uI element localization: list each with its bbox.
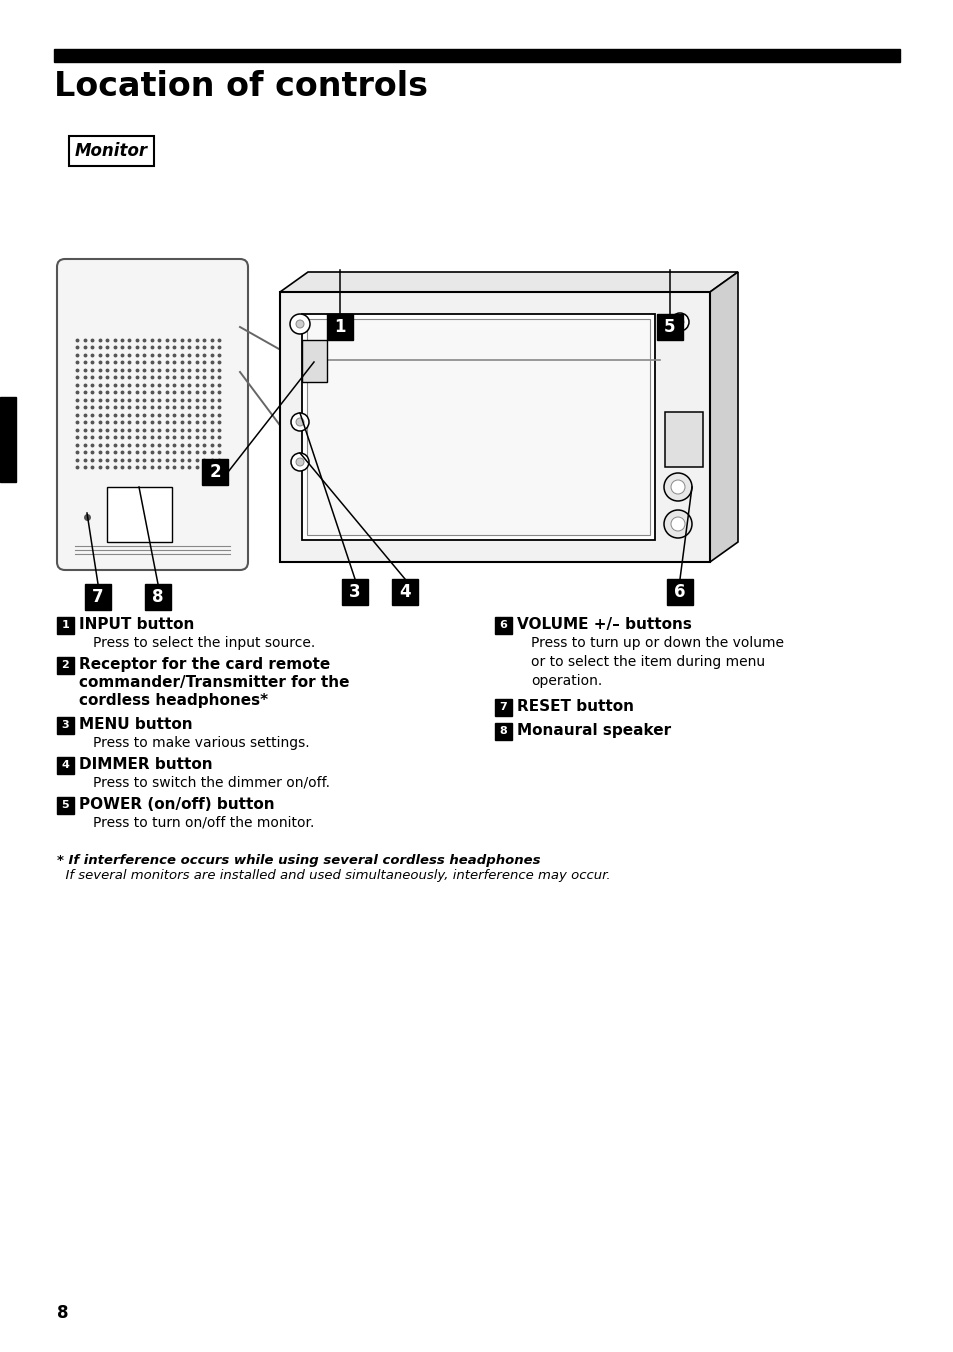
Text: 3: 3 [349,583,360,602]
Circle shape [290,314,310,334]
Bar [495,723,512,740]
Text: Press to turn on/off the monitor.: Press to turn on/off the monitor. [92,817,314,830]
Text: 8: 8 [499,726,507,737]
Bar [327,314,353,339]
Bar [145,584,171,610]
Circle shape [295,418,304,426]
FancyBboxPatch shape [57,260,248,571]
Text: 2: 2 [209,462,220,481]
Text: INPUT button: INPUT button [79,617,194,631]
Text: 7: 7 [92,588,104,606]
Bar [57,796,74,814]
Circle shape [291,453,309,470]
Text: Monaural speaker: Monaural speaker [517,723,670,738]
Bar [107,487,172,542]
Bar [0,397,16,483]
Text: Location of controls: Location of controls [54,70,428,103]
Text: 5: 5 [663,318,675,337]
Text: 8: 8 [152,588,164,606]
Bar [495,699,512,717]
Circle shape [295,320,304,329]
Text: VOLUME +/– buttons: VOLUME +/– buttons [517,617,691,631]
Circle shape [291,412,309,431]
Text: Press to turn up or down the volume: Press to turn up or down the volume [531,635,783,650]
Text: MENU button: MENU button [79,717,193,731]
Polygon shape [709,272,738,562]
Circle shape [670,516,684,531]
Circle shape [676,318,683,326]
Text: Receptor for the card remote: Receptor for the card remote [79,657,330,672]
Bar [57,757,74,773]
Text: If several monitors are installed and used simultaneously, interference may occu: If several monitors are installed and us… [57,869,610,882]
Text: 1: 1 [62,621,70,630]
Text: Press to select the input source.: Press to select the input source. [92,635,314,650]
Bar [54,49,899,62]
Bar [202,458,228,485]
Bar [666,579,692,604]
Bar [307,319,649,535]
Bar [392,579,417,604]
Bar [341,579,368,604]
Text: 8: 8 [57,1303,69,1322]
Text: or to select the item during menu: or to select the item during menu [531,654,764,669]
Text: 3: 3 [62,721,70,730]
Text: operation.: operation. [531,675,601,688]
Circle shape [663,510,691,538]
Text: commander/Transmitter for the: commander/Transmitter for the [79,675,349,690]
Text: 6: 6 [499,621,507,630]
Text: Monitor: Monitor [75,142,148,160]
Bar [85,584,111,610]
Text: 1: 1 [334,318,345,337]
Text: Press to switch the dimmer on/off.: Press to switch the dimmer on/off. [92,776,330,790]
Bar [280,292,709,562]
Text: DIMMER button: DIMMER button [79,757,213,772]
Text: cordless headphones*: cordless headphones* [79,694,268,708]
Text: 2: 2 [62,661,70,671]
Circle shape [670,314,688,331]
Bar [57,717,74,734]
Text: 7: 7 [499,703,507,713]
Bar [302,314,655,539]
Text: RESET button: RESET button [517,699,634,714]
Circle shape [670,480,684,493]
Bar [57,657,74,675]
Text: 6: 6 [674,583,685,602]
Bar [57,617,74,634]
Circle shape [663,473,691,502]
Text: POWER (on/off) button: POWER (on/off) button [79,796,274,813]
Text: 4: 4 [398,583,411,602]
Text: 5: 5 [62,800,70,810]
Polygon shape [280,272,738,292]
Circle shape [295,458,304,466]
Bar [657,314,682,339]
Text: * If interference occurs while using several cordless headphones: * If interference occurs while using sev… [57,854,540,867]
Text: 4: 4 [62,760,70,771]
Bar [495,617,512,634]
Bar [664,412,702,466]
Bar [302,339,327,383]
Text: Press to make various settings.: Press to make various settings. [92,735,310,750]
